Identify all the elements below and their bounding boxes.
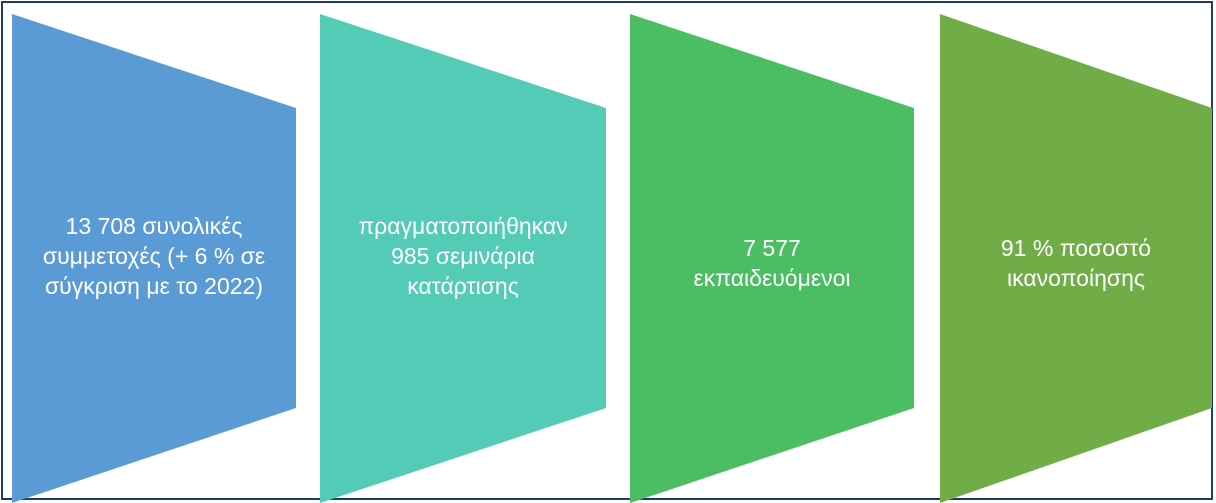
- stage-4-label: 91 % ποσοστό ικανοποίησης: [940, 233, 1212, 293]
- stage-4-line-1: 91 % ποσοστό: [1000, 235, 1152, 261]
- stage-2-line-2: 985 σεμινάρια: [391, 243, 535, 269]
- stage-2-line-3: κατάρτισης: [407, 273, 519, 299]
- stage-3-label: 7 577 εκπαιδευόμενοι: [630, 233, 914, 293]
- stage-2-line-1: πραγματοποιήθηκαν: [358, 213, 568, 239]
- stage-1-line-1: 13 708 συνολικές: [65, 213, 243, 239]
- stage-1-shape: [12, 14, 296, 503]
- stage-3-line-1: 7 577: [743, 235, 801, 261]
- stage-4-shape: [940, 14, 1212, 503]
- stage-2-label: πραγματοποιήθηκαν 985 σεμινάρια κατάρτισ…: [320, 211, 606, 301]
- stage-1-line-3: σύγκριση με το 2022): [44, 273, 263, 299]
- stage-4-line-2: ικανοποίησης: [1007, 265, 1145, 291]
- stage-1-label: 13 708 συνολικές συμμετοχές (+ 6 % σε σύ…: [12, 211, 296, 301]
- stage-3-shape: [630, 14, 914, 503]
- stage-3-line-2: εκπαιδευόμενοι: [693, 265, 851, 291]
- stage-2-shape: [320, 14, 606, 503]
- stage-1-line-2: συμμετοχές (+ 6 % σε: [42, 243, 266, 269]
